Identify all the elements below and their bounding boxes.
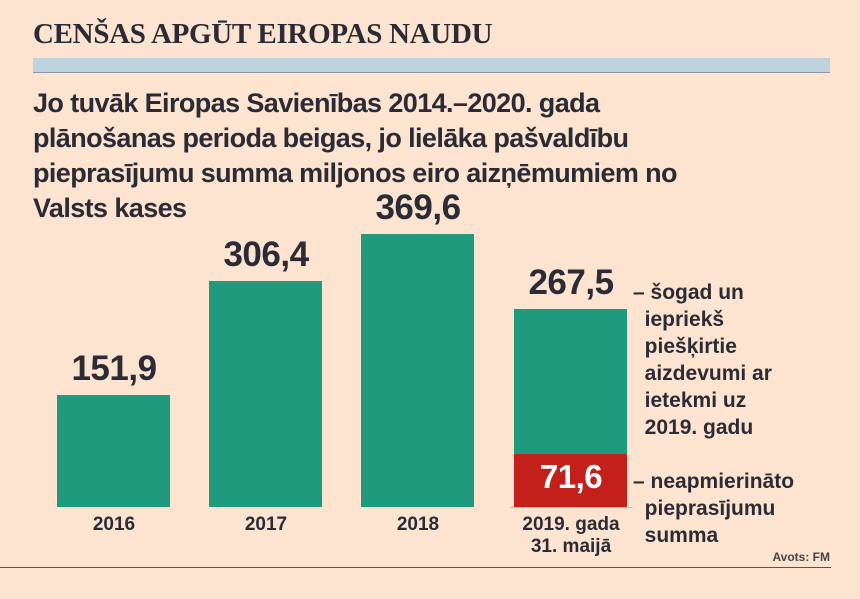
subtitle-line: pieprasījumu summa miljonos eiro aizņēmu… bbox=[33, 158, 678, 188]
subtitle-line: plānošanas perioda beigas, jo lielāka pa… bbox=[33, 123, 629, 153]
bar-2016 bbox=[57, 394, 170, 507]
category-label: 2018 bbox=[348, 514, 488, 536]
category-label-line: 31. maijā bbox=[530, 536, 612, 557]
chart-title: CENŠAS APGŪT EIROPAS NAUDU bbox=[33, 18, 493, 50]
value-label-unmet: 71,6 bbox=[539, 458, 603, 496]
value-label: 267,5 bbox=[528, 263, 614, 303]
subtitle-line: Valsts kases bbox=[33, 193, 187, 223]
category-label-line: 2018 bbox=[396, 514, 440, 535]
bar-2018 bbox=[361, 234, 474, 507]
category-label-line: 2017 bbox=[244, 514, 288, 535]
annotation-granted: – šogad un iepriekš piešķirtie aizdevumi… bbox=[633, 281, 772, 440]
value-label: 369,6 bbox=[375, 188, 461, 227]
chart-subtitle: Jo tuvāk Eiropas Savienības 2014.–2020. … bbox=[33, 86, 678, 226]
value-label: 306,4 bbox=[223, 234, 309, 274]
subtitle-line: Jo tuvāk Eiropas Savienības 2014.–2020. … bbox=[33, 88, 600, 118]
category-label: 2016 bbox=[44, 514, 184, 536]
annotation-unmet: – neapmierināto pieprasījumu summa bbox=[633, 470, 795, 548]
category-label: 2017 bbox=[196, 514, 336, 536]
bar-2017 bbox=[209, 280, 322, 507]
source-note: Avots: FM bbox=[772, 550, 830, 564]
value-label: 151,9 bbox=[71, 348, 157, 388]
bar-2019-unmet bbox=[514, 454, 627, 507]
category-label-line: 2019. gada bbox=[522, 514, 620, 535]
baseline bbox=[510, 507, 632, 508]
bottom-rule bbox=[0, 567, 831, 568]
title-band bbox=[33, 58, 830, 73]
category-label: 2019. gada 31. maijā bbox=[501, 514, 641, 558]
category-label-line: 2016 bbox=[92, 514, 136, 535]
